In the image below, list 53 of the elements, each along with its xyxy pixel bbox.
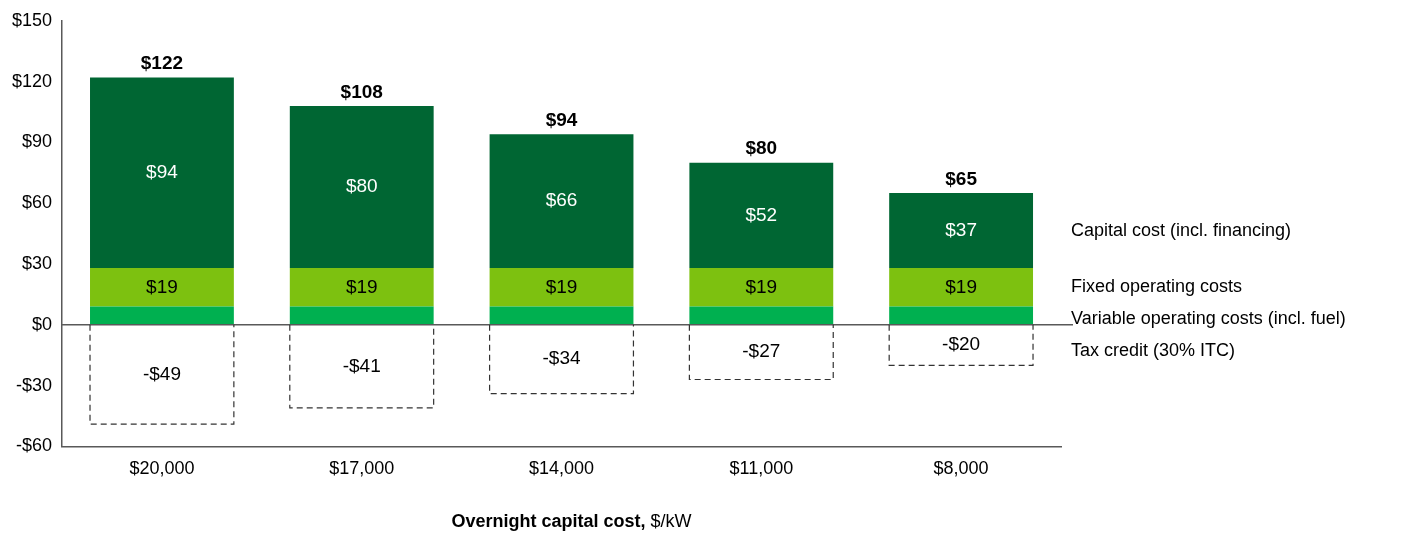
data-label: -$41 bbox=[342, 354, 381, 376]
annotation: $65 bbox=[945, 167, 978, 189]
data-label: $52 bbox=[745, 203, 778, 225]
data-label: -$20 bbox=[942, 333, 981, 355]
bar bbox=[889, 193, 1034, 269]
bar bbox=[90, 77, 234, 269]
x-tick-label: $20,000 bbox=[129, 458, 195, 479]
bar bbox=[289, 268, 434, 307]
data-label: $80 bbox=[345, 175, 378, 197]
y-tick-label: $0 bbox=[32, 313, 53, 334]
x-tick-label: $11,000 bbox=[729, 458, 794, 479]
text: Capital cost (incl. financing) bbox=[1071, 219, 1292, 240]
bar bbox=[889, 268, 1034, 307]
x-tick-label: $8,000 bbox=[933, 458, 989, 479]
y-tick-label: $90 bbox=[22, 131, 53, 152]
y-tick-label: $30 bbox=[22, 252, 53, 273]
annotation: $122 bbox=[140, 52, 184, 74]
data-label: -$49 bbox=[142, 362, 181, 384]
bar bbox=[289, 306, 434, 325]
bar bbox=[889, 306, 1034, 325]
y-tick-label: $150 bbox=[12, 9, 53, 30]
data-label: $19 bbox=[146, 275, 178, 297]
y-tick-label: $60 bbox=[22, 192, 53, 213]
bar bbox=[489, 306, 634, 325]
data-label: $66 bbox=[545, 189, 578, 211]
annotation: $108 bbox=[340, 80, 383, 102]
bar bbox=[90, 306, 234, 325]
data-label: $19 bbox=[345, 275, 378, 297]
bar bbox=[289, 105, 434, 269]
text: Tax credit (30% ITC) bbox=[1071, 340, 1236, 361]
x-axis-title: Overnight capital cost, $/kW bbox=[451, 510, 692, 531]
data-label: $19 bbox=[745, 275, 778, 297]
bar bbox=[689, 306, 834, 325]
data-label: $19 bbox=[545, 275, 578, 297]
text: Variable operating costs (incl. fuel) bbox=[1071, 308, 1346, 329]
data-label: $94 bbox=[146, 161, 179, 183]
y-tick-label: -$30 bbox=[16, 374, 53, 395]
data-label: -$27 bbox=[742, 340, 781, 362]
bar bbox=[90, 268, 234, 307]
bar bbox=[689, 162, 834, 269]
text: Fixed operating costs bbox=[1071, 276, 1243, 297]
annotation: $80 bbox=[745, 137, 778, 159]
x-tick-label: $14,000 bbox=[528, 458, 595, 479]
annotation: $94 bbox=[545, 109, 578, 131]
x-tick-label: $17,000 bbox=[329, 458, 395, 479]
y-tick-label: -$60 bbox=[16, 435, 53, 456]
data-label: $37 bbox=[945, 218, 977, 240]
y-tick-label: $120 bbox=[12, 70, 53, 91]
bar bbox=[489, 134, 634, 269]
bar bbox=[489, 268, 634, 307]
data-label: -$34 bbox=[542, 347, 581, 369]
bar bbox=[689, 268, 834, 307]
data-label: $19 bbox=[945, 275, 977, 297]
